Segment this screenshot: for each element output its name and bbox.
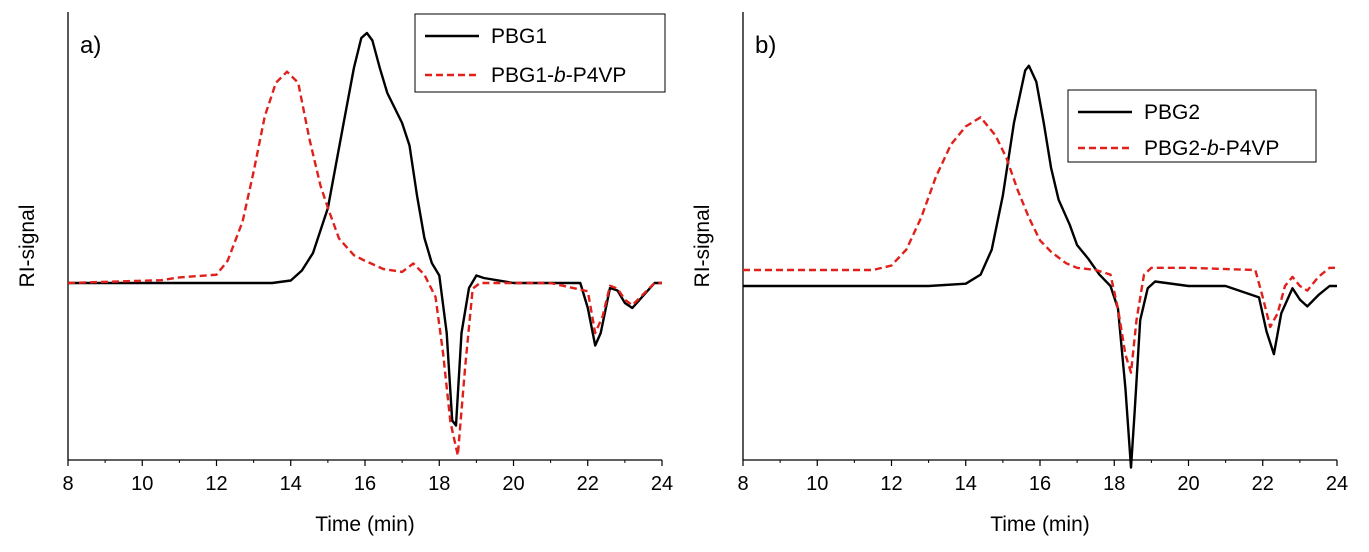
legend-box	[1067, 89, 1317, 163]
y-axis-title: RI-signal	[16, 205, 39, 288]
x-tick-label: 12	[880, 473, 902, 495]
series-line-pbg1-b-p4vp	[67, 70, 662, 457]
x-tick-label: 22	[577, 473, 599, 495]
x-tick-label: 16	[354, 473, 376, 495]
panel-a: 8 10 12 14 16 18 20 22 24 Time (min) RI-signal a) PB…	[16, 12, 673, 536]
x-tick-label: 24	[1326, 473, 1348, 495]
x-axis-title: Time (min)	[990, 513, 1090, 536]
legend-label: PBG1-b-P4VP	[491, 64, 626, 87]
x-tick-label: 10	[806, 473, 828, 495]
panel-label: a)	[80, 32, 101, 59]
x-tick-label: 20	[1177, 473, 1199, 495]
x-tick-label: 22	[1252, 473, 1274, 495]
legend-box	[414, 13, 666, 93]
panel-b: 8 10 12 14 16 18 20 22 24 Time (min) RI-signal b) PB…	[691, 12, 1348, 536]
x-tick-label: 18	[428, 473, 450, 495]
series-line-pbg2-b-p4vp	[743, 116, 1337, 374]
x-tick-label: 20	[502, 473, 524, 495]
x-tick-label: 14	[955, 473, 977, 495]
y-axis-title: RI-signal	[691, 205, 714, 288]
x-tick-label: 18	[1103, 473, 1125, 495]
x-tick-label: 14	[280, 473, 302, 495]
x-tick-label: 16	[1029, 473, 1051, 495]
series-line-pbg1	[68, 31, 662, 427]
series-line-pbg2	[743, 64, 1337, 469]
x-tick-label: 24	[651, 473, 673, 495]
x-tick-label: 8	[737, 473, 748, 495]
legend-label: PBG2-b-P4VP	[1144, 137, 1279, 160]
legend-label: PBG1	[491, 25, 547, 48]
x-tick-label: 12	[205, 473, 227, 495]
x-tick-label: 10	[131, 473, 153, 495]
legend-label: PBG2	[1144, 101, 1200, 124]
x-tick-label: 8	[62, 473, 73, 495]
x-axis-title: Time (min)	[315, 513, 415, 536]
panel-label: b)	[755, 32, 776, 59]
